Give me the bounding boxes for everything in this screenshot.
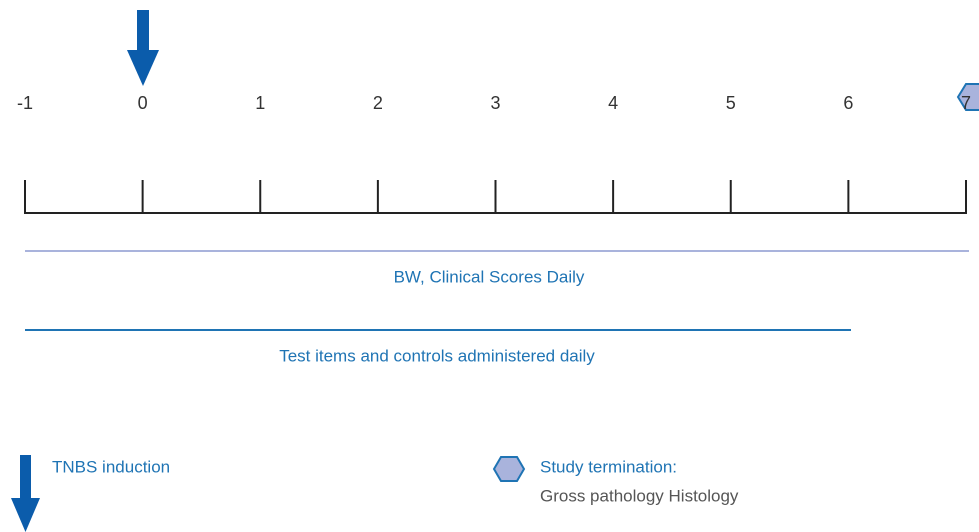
- tick-label: -1: [17, 93, 33, 113]
- induction-arrow: [127, 10, 159, 86]
- termination-marker: [956, 83, 979, 111]
- tick-label: 2: [373, 93, 383, 113]
- tick-label: 0: [138, 93, 148, 113]
- phase-label: BW, Clinical Scores Daily: [394, 267, 585, 286]
- tick-label: 7: [961, 93, 971, 113]
- tick-label: 1: [255, 93, 265, 113]
- tick-label: 4: [608, 93, 618, 113]
- legend-arrow: [11, 455, 40, 532]
- legend-hexagon: [492, 456, 526, 482]
- legend-label: Study termination:: [540, 457, 677, 476]
- phase-label: Test items and controls administered dai…: [279, 346, 595, 365]
- tick-label: 3: [490, 93, 500, 113]
- legend-detail: Gross pathology Histology: [540, 486, 739, 505]
- tick-label: 6: [843, 93, 853, 113]
- tick-label: 5: [726, 93, 736, 113]
- legend-label: TNBS induction: [52, 457, 170, 476]
